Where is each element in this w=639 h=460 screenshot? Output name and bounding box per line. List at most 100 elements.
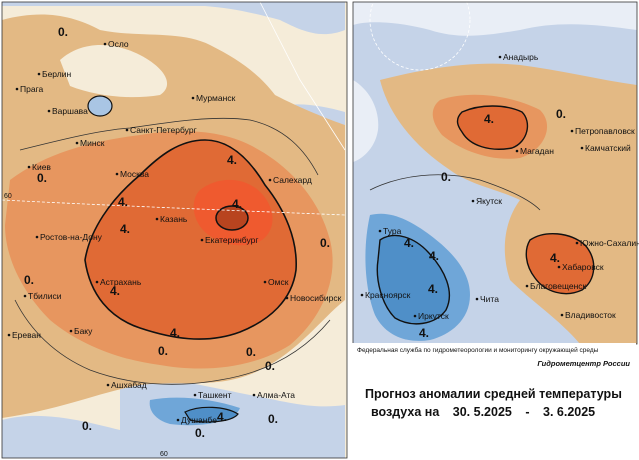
- left-city-label: Ташкент: [198, 390, 232, 400]
- right-city-label: Якутск: [476, 196, 502, 206]
- right-city-label: Иркутск: [418, 311, 449, 321]
- left-isoline-value: 4.: [232, 197, 242, 211]
- left-city-label: Санкт-Петербург: [130, 125, 197, 135]
- left-isoline-value: 4.: [118, 195, 128, 209]
- isoline-4-khabarovsk: [525, 233, 595, 295]
- left-city-label: Минск: [80, 138, 105, 148]
- isoline-0-right: [369, 174, 541, 211]
- left-city-dot-icon: [252, 393, 256, 397]
- left-isoline-value: 4.: [170, 326, 180, 340]
- right-city-dot-icon: [498, 55, 502, 59]
- right-city-label: Чита: [480, 294, 499, 304]
- date-from: 30. 5.2025: [452, 405, 512, 419]
- right-city-label: Хабаровск: [562, 262, 604, 272]
- right-isoline-value: 4.: [428, 282, 438, 296]
- right-isoline-value: 4.: [429, 249, 439, 263]
- left-city-dot-icon: [95, 280, 99, 284]
- left-city-dot-icon: [285, 296, 289, 300]
- date-dash: -: [525, 405, 530, 419]
- isoline-minus4-siberia: [376, 234, 451, 325]
- right-city-dot-icon: [360, 293, 364, 297]
- date-to: 3. 6.2025: [543, 405, 596, 419]
- right-city-dot-icon: [515, 149, 519, 153]
- left-isoline-value: 4.: [227, 153, 237, 167]
- right-isoline-value: 4.: [404, 236, 414, 250]
- forecast-title: Прогноз аномалии средней температуры: [365, 387, 622, 401]
- right-isoline-value: 4.: [550, 251, 560, 265]
- right-city-label: Владивосток: [565, 310, 616, 320]
- left-city-dot-icon: [7, 333, 11, 337]
- left-city-label: Алма-Ата: [257, 390, 295, 400]
- right-city-label: Камчатский: [585, 143, 631, 153]
- left-city-dot-icon: [155, 217, 159, 221]
- left-city-dot-icon: [47, 109, 51, 113]
- grid-meridian-left: [259, 1, 346, 151]
- right-isoline-value: 4.: [484, 112, 494, 126]
- left-isoline-value: 0.: [268, 412, 278, 426]
- left-city-dot-icon: [106, 383, 110, 387]
- right-city-labels: Анадырь Петропавловск Магадан Камчатский Яку…: [360, 52, 639, 321]
- left-city-dot-icon: [263, 280, 267, 284]
- agency-name: Федеральная служба по гидрометеорологии …: [357, 347, 599, 354]
- left-city-label: Киев: [32, 162, 51, 172]
- grid-pole-circle: [369, 0, 471, 71]
- left-city-dot-icon: [193, 393, 197, 397]
- isoline-0-north: [19, 117, 319, 176]
- left-city-dot-icon: [200, 238, 204, 242]
- right-city-label: Благовещенск: [530, 281, 587, 291]
- left-isoline-labels: 0.0.0.0.4.4.4.4.4.4.0.0.0.4.0.0. 0.: [24, 25, 330, 440]
- cool-area-west-right: [353, 80, 379, 162]
- left-city-label: Ростов-на-Дону: [40, 232, 103, 242]
- right-city-label: Красноярск: [365, 290, 411, 300]
- left-city-dot-icon: [176, 418, 180, 422]
- right-city-dot-icon: [560, 313, 564, 317]
- grid-degree-label: 60: [4, 193, 12, 200]
- left-isoline-value: 0.: [158, 344, 168, 358]
- left-city-dot-icon: [103, 42, 107, 46]
- right-city-dot-icon: [575, 241, 579, 245]
- left-city-label: Варшава: [52, 106, 88, 116]
- left-city-label: Осло: [108, 39, 129, 49]
- isoline-minus4-tian-shan: [184, 406, 239, 423]
- left-isoline-value: 0.: [58, 25, 68, 39]
- left-city-label: Мурманск: [196, 93, 236, 103]
- left-city-label: Душанбе: [181, 415, 217, 425]
- left-city-label: Тбилиси: [28, 291, 62, 301]
- isoline-4-magadan: [456, 105, 529, 150]
- left-isoline-value: 4.: [217, 410, 227, 424]
- right-city-dot-icon: [570, 129, 574, 133]
- center-name: Гидрометцентр России: [537, 359, 630, 368]
- left-map-border: [1, 1, 348, 459]
- forecast-period: воздуха на 30. 5.2025 - 3. 6.2025: [371, 405, 605, 419]
- left-city-label: Салехард: [273, 175, 312, 185]
- right-city-dot-icon: [471, 199, 475, 203]
- right-isoline-value: 4.: [419, 326, 429, 340]
- right-city-dot-icon: [475, 297, 479, 301]
- left-city-dot-icon: [75, 141, 79, 145]
- left-isoline-value: 0.: [320, 236, 330, 250]
- left-city-dot-icon: [35, 235, 39, 239]
- left-city-label: Казань: [160, 214, 188, 224]
- isoline-8-core: [215, 205, 249, 231]
- right-city-label: Южно-Сахалинск: [580, 238, 639, 248]
- neutral-pocket-scandinavia: [60, 44, 168, 98]
- left-city-dot-icon: [15, 87, 19, 91]
- right-map: [352, 0, 638, 345]
- left-city-dot-icon: [125, 128, 129, 132]
- right-city-label: Петропавловск: [575, 126, 635, 136]
- left-isoline-value: 0.: [37, 171, 47, 185]
- left-city-dot-icon: [69, 329, 73, 333]
- right-isoline-value: 0.: [556, 107, 566, 121]
- cool-spot-poland: [87, 95, 113, 117]
- arctic-sea-right: [353, 2, 637, 36]
- right-city-label: Тура: [383, 226, 402, 236]
- left-city-dot-icon: [37, 72, 41, 76]
- right-city-dot-icon: [378, 229, 382, 233]
- grid-degree-label: 60: [160, 451, 168, 458]
- left-isoline-value: 0.: [265, 359, 275, 373]
- right-city-dot-icon: [557, 265, 561, 269]
- left-isoline-value: 0.: [24, 273, 34, 287]
- left-isoline-value: 4.: [110, 284, 120, 298]
